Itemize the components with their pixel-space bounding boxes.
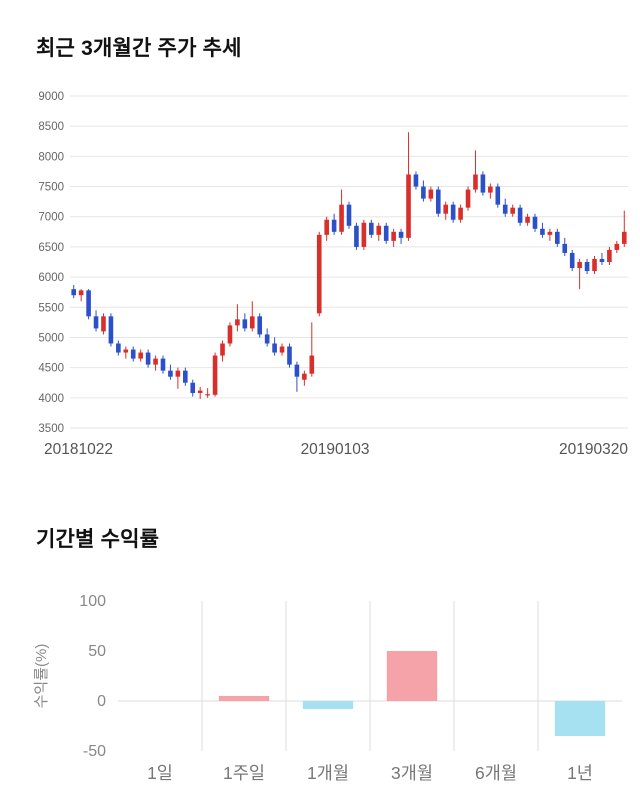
- svg-text:20181022: 20181022: [44, 441, 113, 458]
- svg-text:6개월: 6개월: [475, 763, 517, 783]
- svg-text:5000: 5000: [38, 332, 64, 344]
- svg-text:20190103: 20190103: [301, 441, 370, 458]
- svg-text:3500: 3500: [38, 423, 64, 435]
- svg-text:50: 50: [88, 643, 106, 660]
- svg-text:1주일: 1주일: [223, 763, 265, 783]
- svg-text:9000: 9000: [38, 91, 64, 103]
- svg-text:-50: -50: [83, 743, 106, 760]
- period-returns-bar-chart: 100 50 0 -50 수익률(%) 1일 1주일 1개월 3개월 6개월 1년: [33, 593, 622, 783]
- svg-text:5500: 5500: [38, 302, 64, 314]
- svg-text:4000: 4000: [38, 393, 64, 405]
- price-candlestick-chart: 9000 8500 8000 7500 7000 6500 6000 5500 5000 4500…: [38, 91, 628, 458]
- svg-text:7500: 7500: [38, 182, 64, 194]
- svg-text:8000: 8000: [38, 151, 64, 163]
- svg-text:7000: 7000: [38, 212, 64, 224]
- price-chart-title: 최근 3개월간 주가 추세: [36, 37, 242, 60]
- svg-text:6500: 6500: [38, 242, 64, 254]
- svg-text:0: 0: [97, 693, 106, 710]
- svg-text:8500: 8500: [38, 121, 64, 133]
- svg-text:수익률(%): 수익률(%): [33, 644, 50, 709]
- svg-text:20190320: 20190320: [559, 441, 628, 458]
- svg-text:3개월: 3개월: [391, 763, 433, 783]
- svg-text:4500: 4500: [38, 363, 64, 375]
- svg-text:100: 100: [79, 593, 106, 610]
- svg-text:1년: 1년: [567, 763, 593, 783]
- svg-text:1개월: 1개월: [307, 763, 349, 783]
- returns-chart-title: 기간별 수익률: [36, 528, 160, 551]
- svg-text:6000: 6000: [38, 272, 64, 284]
- svg-text:1일: 1일: [147, 763, 173, 783]
